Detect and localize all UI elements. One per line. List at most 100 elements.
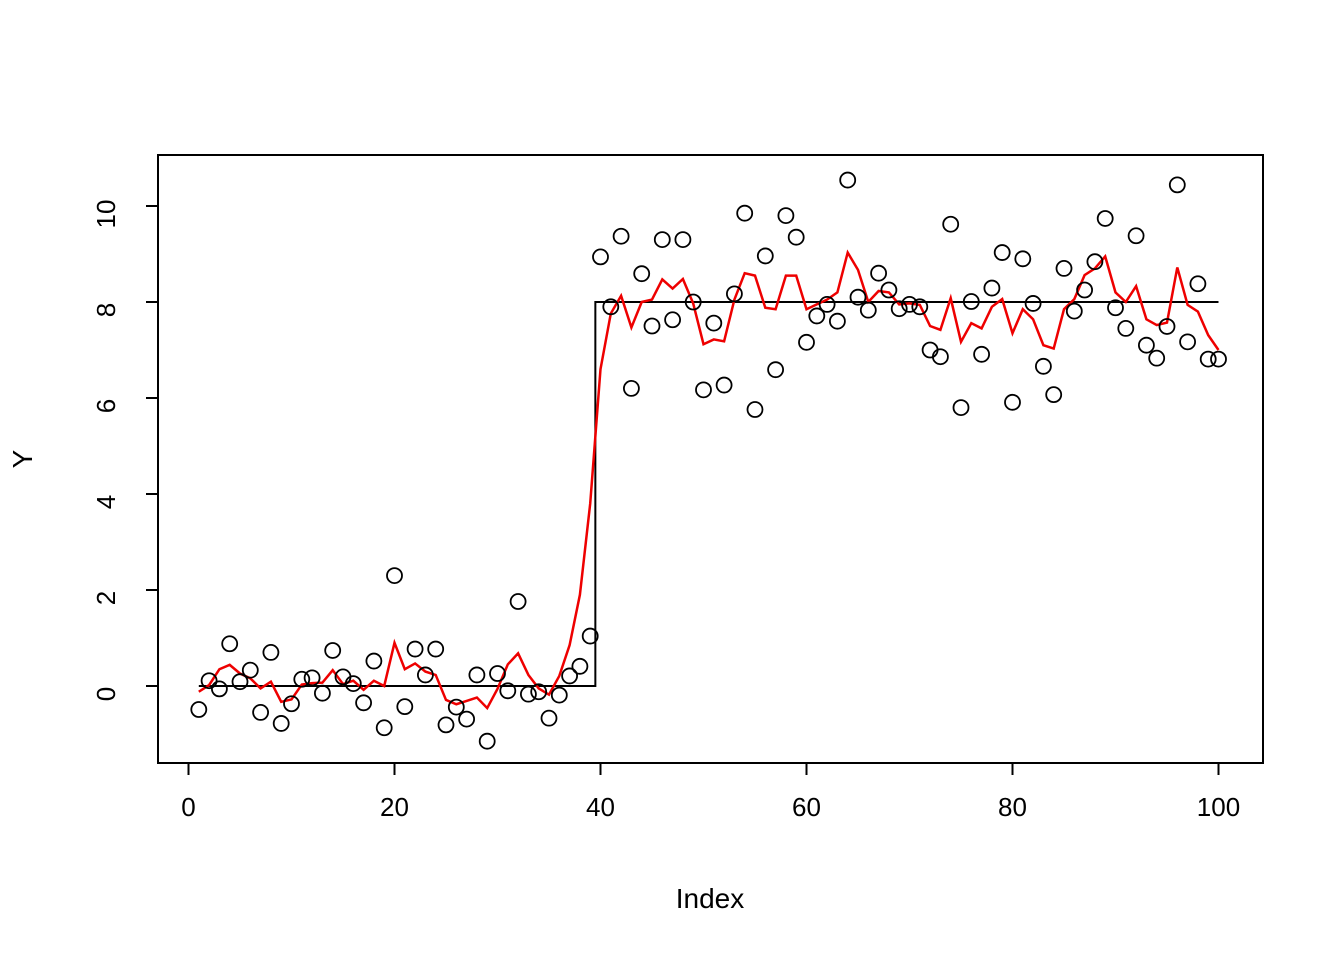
y-tick-label: 8 [91, 303, 121, 317]
y-tick-label: 0 [91, 687, 121, 701]
y-axis: 0 2 4 6 8 10 [91, 200, 158, 701]
data-point-circle [664, 311, 681, 329]
data-point-circle [489, 665, 506, 682]
data-point-circle [901, 295, 918, 313]
data-point-circle [427, 640, 445, 658]
x-axis: 0 20 40 60 80 100 [181, 763, 1240, 822]
y-tick-label: 6 [91, 399, 121, 413]
plot-frame [157, 154, 1264, 764]
data-point-circle [859, 301, 877, 319]
data-point-circle [653, 231, 671, 249]
data-point-circle [870, 264, 887, 282]
data-point-circle [355, 694, 373, 712]
data-point-circle [200, 672, 218, 690]
data-point-circle [973, 345, 990, 363]
data-point-circle [581, 627, 599, 645]
data-point-circle [530, 683, 548, 701]
data-point-circle [674, 231, 692, 249]
data-point-circle [561, 667, 578, 685]
data-point-circle [375, 719, 393, 737]
data-point-circle [1004, 393, 1021, 411]
x-tick-label: 60 [792, 792, 821, 822]
data-point-circle [499, 682, 517, 700]
data-point-circle [1065, 302, 1083, 320]
data-point-circle [221, 635, 239, 653]
data-point-circle [1168, 176, 1186, 194]
data-point-circle [1055, 259, 1073, 277]
data-point-circle [252, 704, 270, 721]
data-point-circle [540, 709, 558, 727]
data-point-circle [1076, 281, 1093, 299]
data-point-circle [684, 293, 702, 311]
data-point-circle [406, 640, 424, 658]
data-point-circle [458, 710, 476, 728]
data-point-circle [550, 686, 568, 704]
data-point-circle [839, 171, 857, 189]
data-point-circle [1107, 299, 1124, 317]
data-point-circle [880, 281, 898, 299]
data-point-circle [921, 341, 939, 359]
data-point-circle [303, 669, 321, 687]
data-point-circle [798, 333, 815, 351]
data-point-circle [787, 228, 805, 246]
data-point-circle [1045, 386, 1063, 404]
data-point-circle [416, 666, 434, 684]
data-point-circle [1138, 336, 1155, 354]
data-point-circle [1179, 333, 1196, 351]
data-point-circle [1199, 350, 1217, 368]
data-point-circle [324, 642, 342, 659]
data-point-circle [241, 661, 259, 679]
step-line [198, 301, 1219, 687]
data-point-circle [633, 265, 651, 283]
data-point-circle [272, 715, 290, 732]
data-point-circle [746, 401, 764, 418]
data-point-circle [592, 248, 609, 266]
data-point-circle [695, 381, 712, 399]
data-point-circle [726, 285, 743, 303]
data-point-circle [283, 695, 300, 713]
data-point-circle [962, 293, 980, 310]
data-point-circle [736, 204, 754, 222]
data-point-circle [911, 298, 929, 316]
data-point-circle [231, 673, 249, 691]
x-tick-label: 20 [380, 792, 409, 822]
data-point-circle [386, 567, 403, 584]
data-point-circle [890, 300, 908, 318]
x-tick-label: 40 [586, 792, 615, 822]
y-tick-label: 2 [91, 591, 121, 605]
smooth-line [198, 249, 1220, 711]
data-point-circle [262, 644, 280, 661]
data-point-circle [509, 593, 527, 610]
data-point-circle [993, 244, 1011, 261]
data-point-circle [293, 670, 311, 688]
data-point-circle [210, 680, 228, 698]
data-point-circle [190, 701, 208, 718]
x-tick-label: 0 [181, 792, 195, 822]
data-point-circle [818, 295, 836, 313]
data-point-circle [705, 314, 723, 332]
data-point-circle [932, 348, 949, 366]
data-point-circle [1086, 253, 1104, 271]
data-point-circle [612, 227, 630, 245]
data-point-circle [643, 317, 661, 335]
data-point-circle [808, 307, 826, 325]
y-tick-label: 10 [91, 200, 121, 229]
data-point-circle [1158, 318, 1176, 335]
data-point-circle [520, 685, 537, 703]
y-tick-label: 4 [91, 495, 121, 509]
data-point-circle [1014, 250, 1032, 268]
data-point-circle [1024, 295, 1042, 312]
data-point-circle [623, 379, 640, 397]
data-point-circle [1035, 357, 1052, 375]
x-tick-label: 100 [1197, 792, 1240, 822]
data-point-circle [1148, 349, 1166, 367]
data-point-circle [983, 279, 1001, 297]
data-point-circle [777, 207, 795, 225]
data-point-circle [1127, 227, 1145, 245]
data-point-circle [767, 361, 784, 379]
data-point-circle [447, 698, 465, 716]
data-point-circle [1096, 210, 1114, 227]
data-point-circle [1117, 319, 1135, 337]
data-point-circle [952, 399, 970, 417]
